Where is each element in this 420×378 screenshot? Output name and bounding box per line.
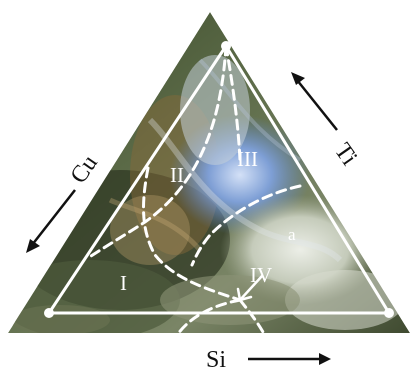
ti-arrow [291, 72, 338, 131]
axis-label-cu: Cu [66, 151, 103, 189]
boundary-lower [173, 298, 242, 340]
micrograph-background [8, 12, 410, 333]
boundary-i-ii [142, 166, 242, 302]
boundary-lower-right [238, 298, 270, 344]
boundary-iii-iv [190, 184, 302, 267]
axis-label-si: Si [206, 347, 226, 373]
cu-arrow [26, 189, 76, 253]
vertex-right-dot [384, 308, 394, 318]
region-label-iv: IV [250, 263, 272, 287]
vertex-left-dot [44, 308, 54, 318]
intersection-arrow [236, 274, 264, 302]
axis-label-ti: Ti [329, 139, 362, 171]
boundary-ii-iii [86, 44, 228, 260]
boundary-top-right [224, 44, 242, 162]
region-label-ii: II [170, 163, 184, 187]
sub-region-label-a: a [288, 225, 296, 244]
region-label-iii: III [237, 147, 258, 171]
region-label-i: I [120, 271, 127, 295]
si-arrow [248, 353, 331, 365]
triangle-outline [46, 43, 392, 315]
